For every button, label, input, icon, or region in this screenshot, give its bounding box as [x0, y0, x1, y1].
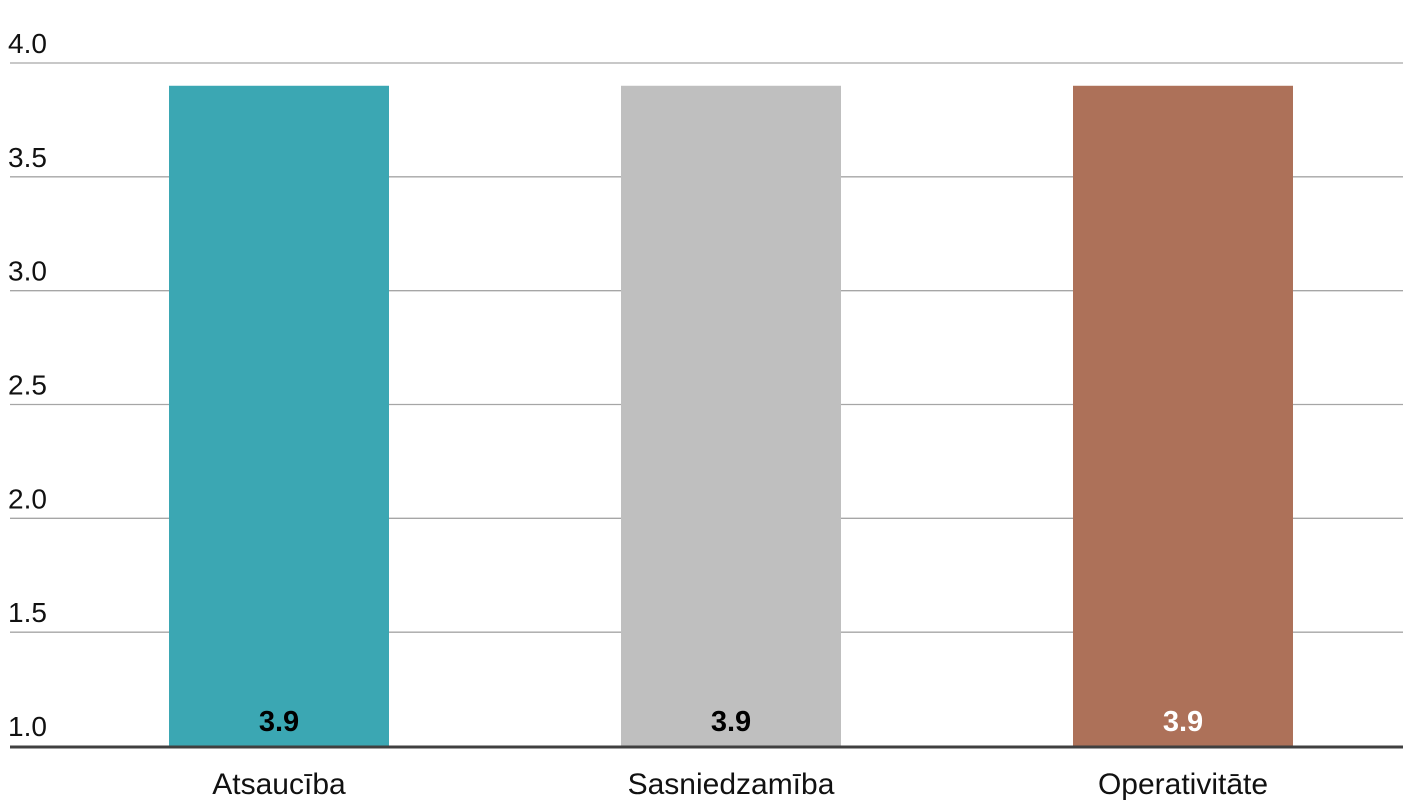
y-tick-label: 2.5: [8, 370, 47, 401]
bars: [169, 85, 1293, 747]
bar: [1073, 85, 1293, 747]
x-category-label: Operativitāte: [1098, 768, 1268, 801]
y-tick-label: 3.0: [8, 256, 47, 287]
bar-value-label: 3.9: [1163, 706, 1203, 738]
bar-value-label: 3.9: [711, 706, 751, 738]
y-tick-label: 1.5: [8, 597, 47, 628]
bar: [621, 85, 841, 747]
bar: [169, 85, 389, 747]
y-tick-label: 1.0: [8, 711, 47, 742]
x-category-label: Sasniedzamība: [628, 768, 835, 801]
labels: 1.0 1.5 2.0 2.5 3.0 3.5 4.0 3.9 Atsaucība 3.9 Sasn…: [8, 28, 1268, 801]
y-tick-label: 3.5: [8, 142, 47, 173]
y-tick-label: 2.0: [8, 483, 47, 514]
y-tick-label: 4.0: [8, 28, 47, 59]
bar-value-label: 3.9: [259, 706, 299, 738]
x-category-label: Atsaucība: [212, 768, 346, 801]
